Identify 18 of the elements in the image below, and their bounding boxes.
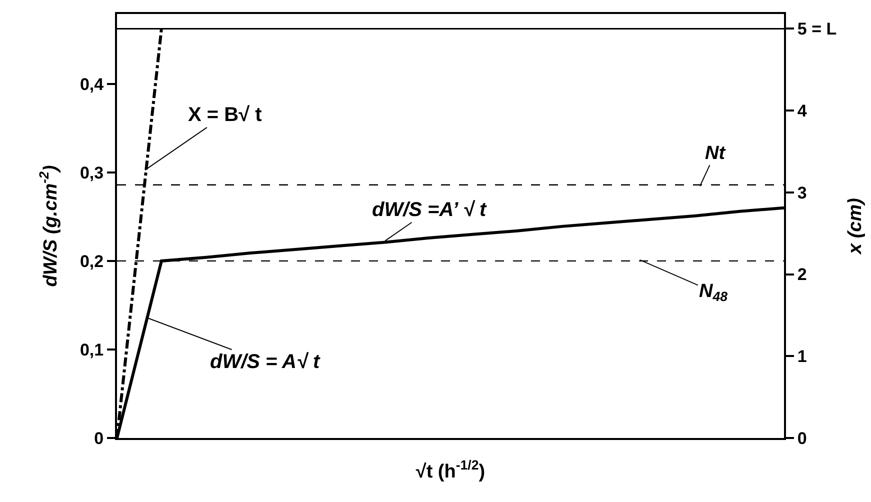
y-tick-label: 0,2 — [80, 252, 104, 271]
y2-tick-label: 2 — [797, 265, 807, 284]
y2-tick-label: 0 — [797, 428, 807, 448]
y2-axis-title: x (cm) — [844, 198, 866, 255]
x-axis-title: √t (h$^{-1/2}$) — [416, 457, 486, 482]
y2-tick-label: 5 = L — [797, 20, 837, 39]
y2-tick-label: 3 — [797, 183, 807, 202]
y-tick-label: 0,4 — [80, 74, 104, 94]
y2-tick-label: 1 — [797, 347, 807, 366]
y2-tick-label: 4 — [797, 102, 808, 121]
annotation: dW/S =A’ √ t — [372, 199, 488, 221]
y-tick-label: 0,1 — [80, 340, 104, 360]
ref-line-label: Nt — [705, 143, 726, 164]
y-tick-label: 0,3 — [80, 163, 104, 182]
annotation: X = B√ t — [188, 104, 262, 126]
annotation: dW/S = A√ t — [210, 351, 322, 373]
ref-line-label: N$_{48}$ — [699, 281, 728, 304]
y-tick-label: 0 — [94, 428, 104, 448]
